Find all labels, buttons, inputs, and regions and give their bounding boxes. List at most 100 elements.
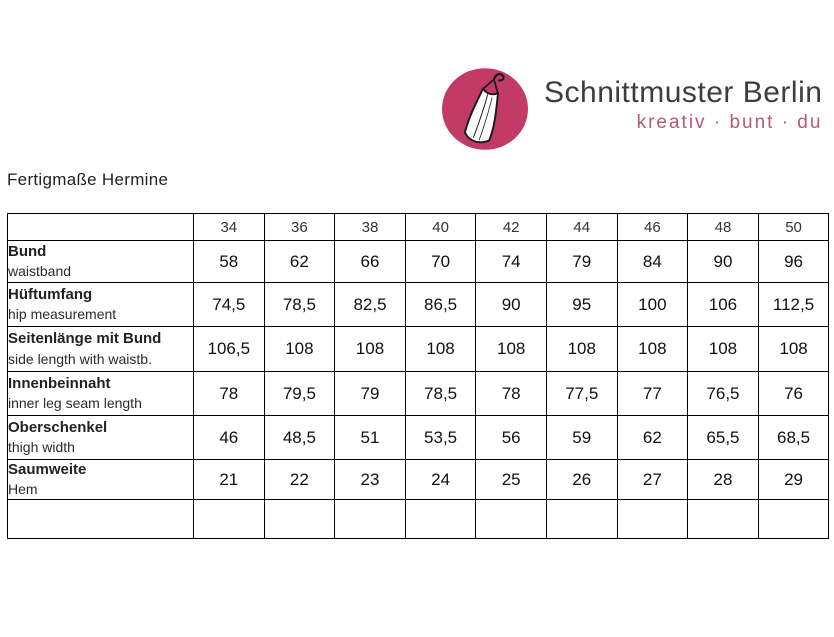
value-cell: 48,5	[263, 415, 336, 460]
value-cell: 46	[193, 415, 265, 460]
table-row: Saumweite Hem 21 22 23 24 25 26 27 28 29	[7, 458, 830, 501]
value-cell: 108	[334, 326, 406, 372]
measure-label-en: inner leg seam length	[8, 395, 142, 412]
value-cell: 108	[545, 326, 618, 372]
value-cell: 77,5	[545, 371, 618, 416]
value-cell	[687, 499, 759, 540]
size-header-row: 34 36 38 40 42 44 46 48 50	[7, 213, 830, 241]
table-row: Seitenlänge mit Bund side length with wai…	[7, 326, 830, 372]
value-cell: 90	[475, 282, 547, 327]
measure-label-de: Oberschenkel	[8, 418, 108, 436]
value-cell: 62	[263, 240, 336, 283]
value-cell: 78,5	[263, 282, 336, 327]
measure-label-de: Seitenlänge mit Bund	[8, 330, 162, 348]
value-cell	[616, 499, 689, 540]
page-title: Fertigmaße Hermine	[7, 170, 169, 189]
value-cell: 76	[757, 371, 830, 416]
value-cell: 100	[616, 282, 689, 327]
value-cell: 74,5	[193, 282, 265, 327]
value-cell: 108	[757, 326, 830, 372]
size-column-header: 38	[334, 213, 406, 241]
value-cell: 22	[263, 458, 336, 501]
corner-cell	[7, 213, 194, 241]
size-column-header: 46	[616, 213, 689, 241]
value-cell: 79	[545, 240, 618, 283]
size-column-header: 44	[545, 213, 618, 241]
size-column-header: 40	[404, 213, 477, 241]
value-cell: 74	[475, 240, 547, 283]
value-cell: 112,5	[757, 282, 830, 327]
value-cell: 66	[334, 240, 406, 283]
size-column-header: 48	[687, 213, 759, 241]
value-cell: 59	[545, 415, 618, 460]
value-cell: 108	[475, 326, 547, 372]
measure-label-cell: Oberschenkel thigh width	[7, 415, 194, 460]
value-cell: 65,5	[687, 415, 759, 460]
value-cell: 108	[616, 326, 689, 372]
value-cell: 108	[404, 326, 477, 372]
value-cell: 108	[263, 326, 336, 372]
measure-label-en: thigh width	[8, 439, 75, 456]
value-cell	[193, 499, 265, 540]
value-cell: 62	[616, 415, 689, 460]
value-cell: 23	[334, 458, 406, 501]
measure-label-de: Saumweite	[8, 461, 87, 478]
measure-label-de: Bund	[8, 242, 47, 260]
size-column-header: 36	[263, 213, 336, 241]
measure-label-cell	[7, 499, 194, 540]
value-cell: 79,5	[263, 371, 336, 416]
value-cell: 77	[616, 371, 689, 416]
value-cell: 56	[475, 415, 547, 460]
value-cell: 24	[404, 458, 477, 501]
measure-label-de: Hüftumfang	[8, 285, 93, 303]
table-row	[7, 499, 830, 540]
value-cell: 58	[193, 240, 265, 283]
value-cell: 68,5	[757, 415, 830, 460]
table-row: Oberschenkel thigh width 46 48,5 51 53,5 56 59 6…	[7, 415, 830, 460]
brand-name: Schnittmuster Berlin	[544, 76, 823, 109]
value-cell: 25	[475, 458, 547, 501]
value-cell: 78	[475, 371, 547, 416]
value-cell	[757, 499, 830, 540]
measure-label-de: Innenbeinnaht	[8, 374, 111, 392]
measure-label-en: side length with waistb.	[8, 350, 152, 367]
table-row: Innenbeinnaht inner leg seam length 78 79,5…	[7, 371, 830, 416]
value-cell: 26	[545, 458, 618, 501]
size-column-header: 42	[475, 213, 547, 241]
value-cell: 78,5	[404, 371, 477, 416]
table-row: Hüftumfang hip measurement 74,5 78,5 82,5 86,…	[7, 282, 830, 327]
brand-tagline: kreativ · bunt · du	[636, 112, 823, 133]
measure-label-en: Hem	[8, 481, 38, 498]
measure-label-cell: Innenbeinnaht inner leg seam length	[7, 371, 194, 416]
value-cell: 51	[334, 415, 406, 460]
value-cell: 108	[687, 326, 759, 372]
value-cell: 96	[757, 240, 830, 283]
value-cell: 106	[687, 282, 759, 327]
value-cell: 53,5	[404, 415, 477, 460]
value-cell: 28	[687, 458, 759, 501]
measure-label-cell: Hüftumfang hip measurement	[7, 282, 194, 327]
measure-label-en: waistband	[8, 263, 72, 280]
value-cell: 76,5	[687, 371, 759, 416]
value-cell: 90	[687, 240, 759, 283]
value-cell: 79	[334, 371, 406, 416]
brand-text-block: Schnittmuster Berlin kreativ · bunt · du	[544, 78, 822, 134]
value-cell	[263, 499, 336, 540]
table-row: Bund waistband 58 62 66 70 74 79 84 90 96	[7, 240, 830, 283]
value-cell	[334, 499, 406, 540]
size-column-header: 50	[757, 213, 830, 241]
value-cell: 82,5	[334, 282, 406, 327]
size-column-header: 34	[193, 213, 265, 241]
dress-logo-icon	[442, 68, 528, 150]
brand-logo: Schnittmuster Berlin kreativ · bunt · du	[441, 66, 822, 152]
value-cell: 78	[193, 371, 265, 416]
value-cell: 86,5	[404, 282, 477, 327]
measure-label-cell: Saumweite Hem	[7, 458, 194, 501]
value-cell: 27	[616, 458, 689, 501]
value-cell: 106,5	[193, 326, 265, 372]
measure-label-en: hip measurement	[8, 306, 117, 323]
value-cell	[404, 499, 477, 540]
value-cell: 21	[193, 458, 265, 501]
size-chart-table: 34 36 38 40 42 44 46 48 50 Bund waistband 58 62 66 70…	[7, 213, 830, 540]
measure-label-cell: Bund waistband	[7, 240, 194, 283]
